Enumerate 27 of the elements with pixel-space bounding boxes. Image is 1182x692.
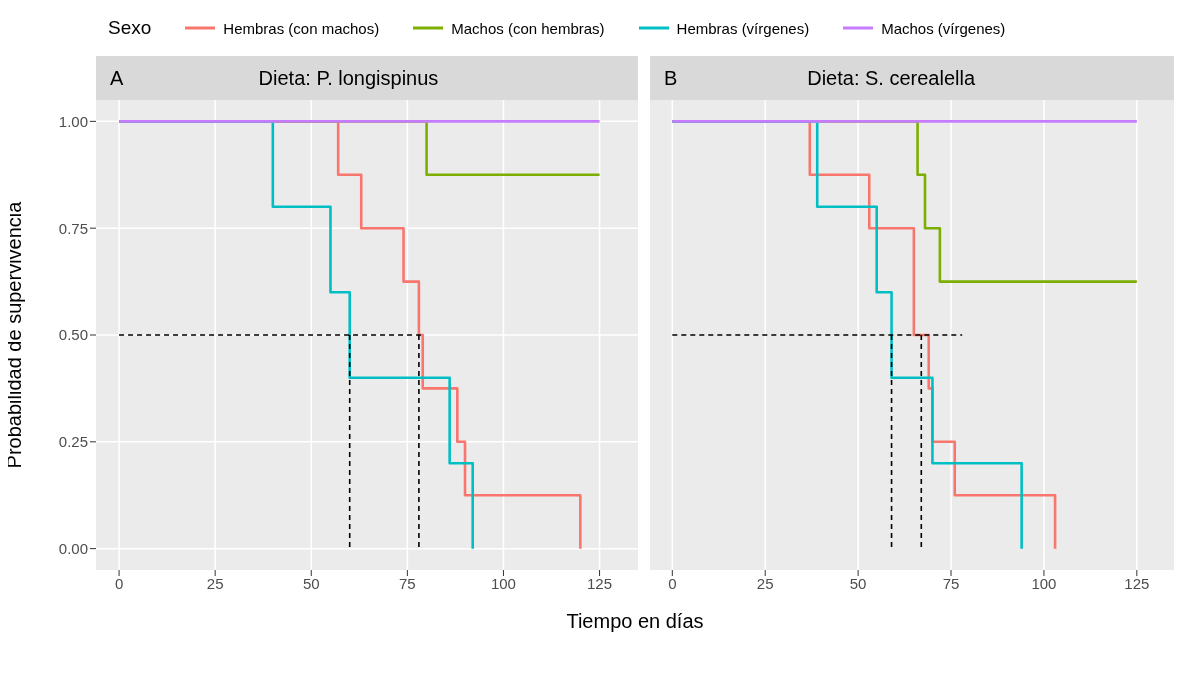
x-tick-label: 0: [668, 574, 677, 592]
y-tick-label: 0.50: [58, 326, 88, 344]
x-tick-label: 100: [1031, 574, 1057, 592]
x-tick-label: 50: [849, 574, 867, 592]
text: B: [664, 66, 678, 90]
y-tick-label: 0.00: [58, 539, 88, 557]
x-tick-label: 75: [942, 574, 960, 592]
legend-label: Machos (con hembras): [450, 19, 605, 37]
x-tick-label: 75: [399, 574, 416, 592]
legend-title: Sexo: [108, 17, 152, 39]
chart-title: Dieta: P. longispinus: [258, 66, 439, 90]
legend-label: Hembras (vírgenes): [675, 19, 810, 37]
legend-label: Hembras (con machos): [222, 19, 380, 37]
x-tick-label: 0: [114, 574, 124, 592]
legend-label: Machos (vírgenes): [880, 19, 1006, 37]
y-tick-label: 1.00: [58, 112, 88, 130]
x-tick-label: 50: [302, 574, 320, 592]
x-tick-label: 125: [1124, 574, 1150, 592]
x-tick-label: 100: [490, 574, 516, 592]
x-tick-label: 25: [206, 574, 224, 592]
x-tick-label: 125: [587, 574, 613, 592]
y-tick-label: 0.75: [58, 219, 88, 237]
x-tick-label: 25: [756, 574, 774, 592]
chart-title: Dieta: S. cerealella: [807, 66, 976, 90]
y-tick-label: 0.25: [58, 433, 88, 451]
text: A: [110, 66, 124, 90]
x-axis-title: Tiempo en días: [565, 610, 705, 633]
